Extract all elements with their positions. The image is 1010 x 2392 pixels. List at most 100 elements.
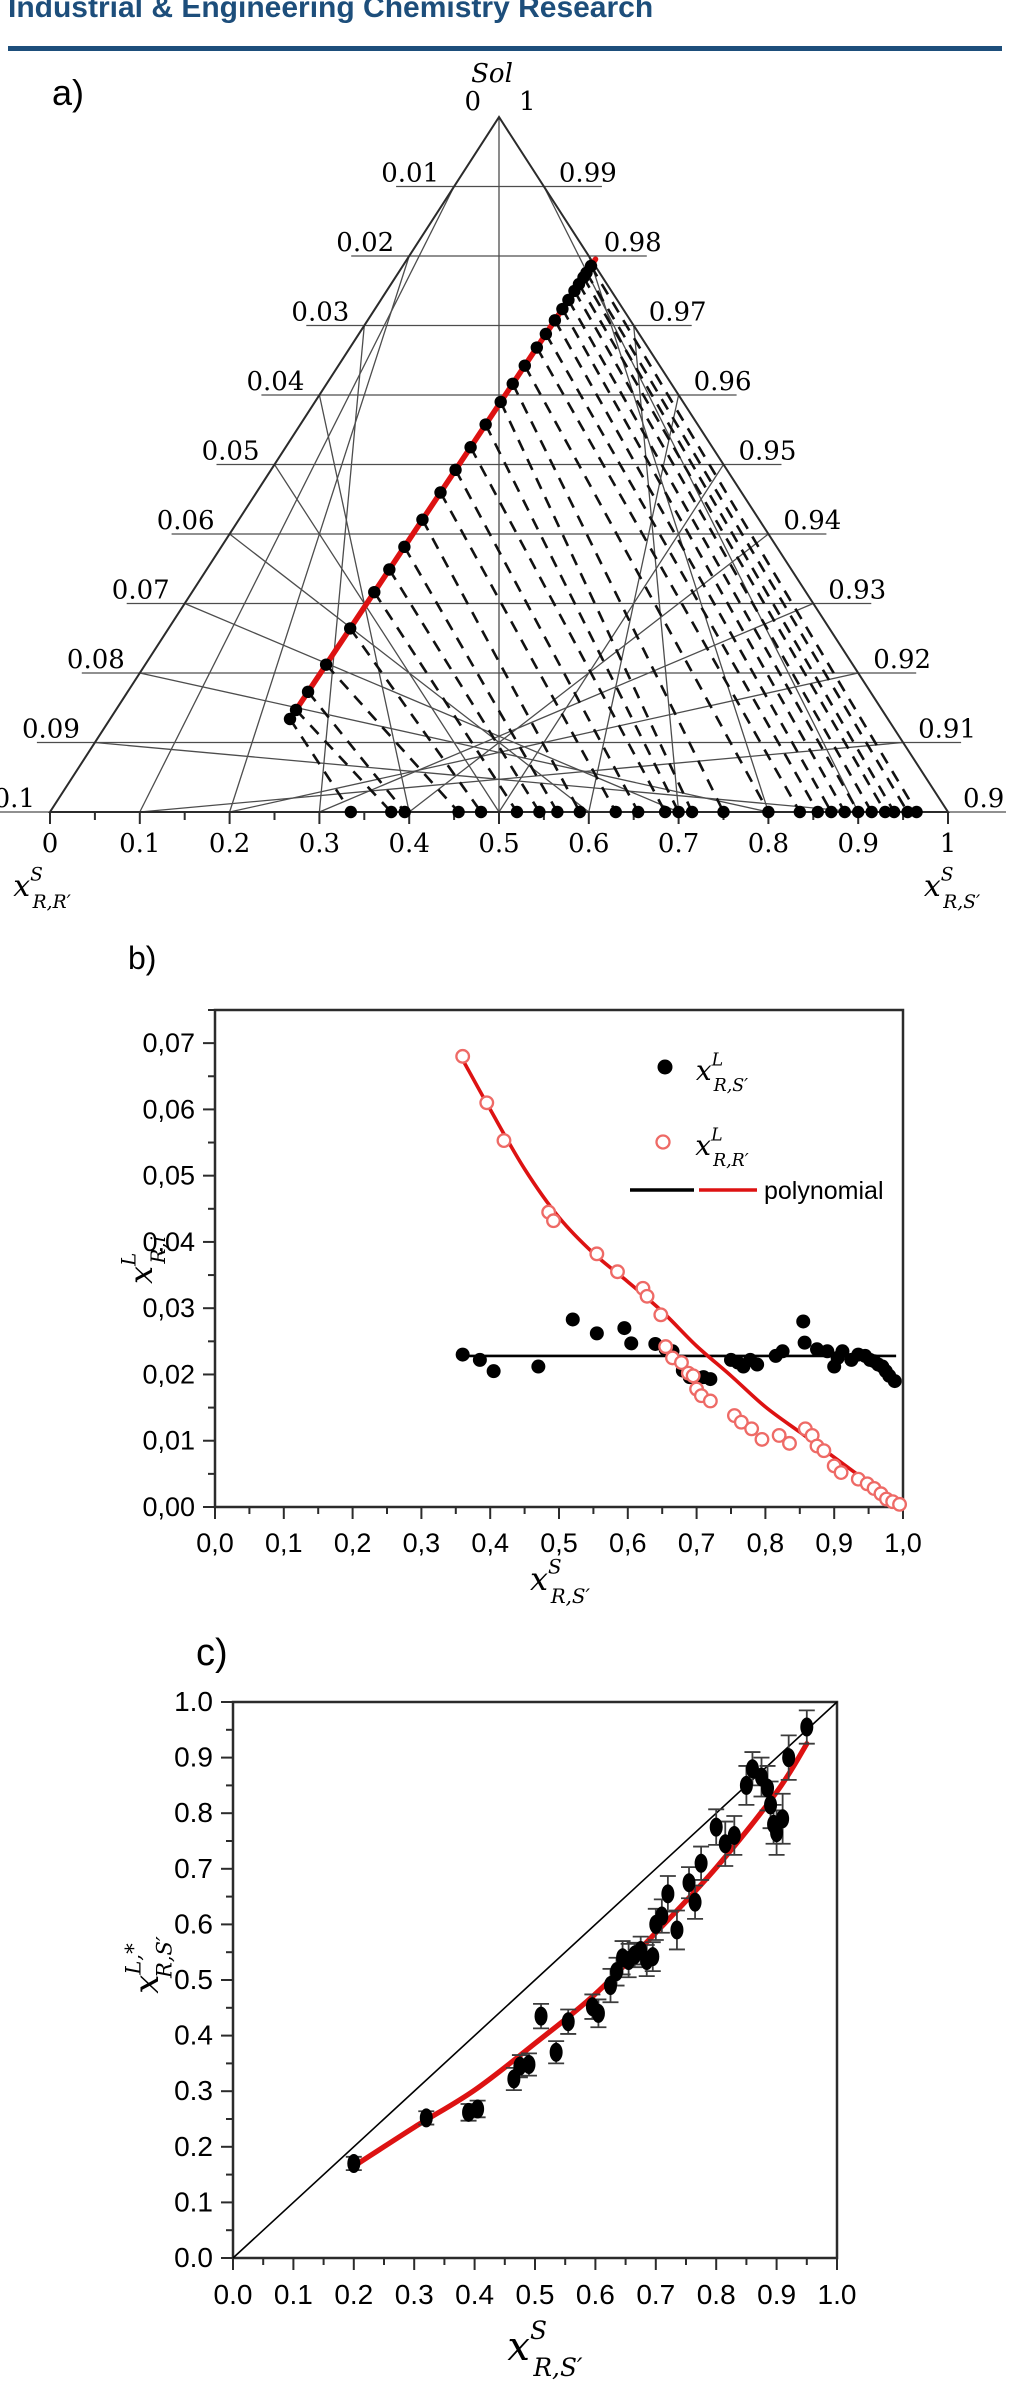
right-axis-tick: 0.98 xyxy=(604,228,662,258)
y-tick-label: 0,01 xyxy=(142,1426,195,1456)
right-axis-corner-tick: 0.9 xyxy=(963,784,1004,814)
x-tick-label: 0,2 xyxy=(334,1528,372,1558)
liquid-composition-point xyxy=(283,712,297,726)
liquid-composition-point xyxy=(344,622,357,635)
y-tick-label: 0.7 xyxy=(174,1853,213,1884)
bottom-axis-tick: 0 xyxy=(42,829,59,859)
liquid-composition-scatter-plot: 0,0 0,1 0,2 0,3 0,4 0,5 0,6 0,7 0,8 0,9 1,0 0,00 0,0… xyxy=(117,1008,922,1608)
solid-composition-point xyxy=(474,805,488,819)
apex-left-tick: 0 xyxy=(464,87,481,117)
right-axis-tick: 0.92 xyxy=(873,645,931,675)
data-point-ellipse xyxy=(604,1976,617,1996)
polynomial-fit-red xyxy=(461,1058,901,1506)
y-tick-label: 0,02 xyxy=(142,1359,195,1389)
x-tick-label: 0.3 xyxy=(395,2279,434,2310)
y-tick-label: 0,06 xyxy=(142,1094,195,1124)
bottom-axis-tick: 0.3 xyxy=(299,829,340,859)
data-point-open xyxy=(639,1288,655,1304)
data-point-filled xyxy=(750,1357,765,1372)
data-point-ellipse xyxy=(534,2006,548,2026)
right-axis-tick: 0.97 xyxy=(649,298,707,328)
liquid-composition-point xyxy=(464,441,477,454)
left-axis-tick: 0.01 xyxy=(381,159,439,189)
data-point-filled xyxy=(703,1372,718,1387)
bottom-axis-tick: 0.6 xyxy=(568,829,609,859)
legend-label-polynomial: polynomial xyxy=(764,1177,884,1205)
panel-label-c: c) xyxy=(196,1632,228,1674)
data-point-filled xyxy=(796,1314,811,1329)
data-point-open xyxy=(685,1368,701,1384)
solid-composition-point xyxy=(717,805,730,819)
data-point-filled xyxy=(835,1344,850,1359)
data-point-open xyxy=(816,1443,832,1459)
liquid-composition-point xyxy=(562,293,575,307)
red-fit-curve xyxy=(351,1741,810,2169)
data-point-filled xyxy=(887,1374,902,1389)
data-point-ellipse xyxy=(471,2099,485,2119)
data-point-ellipse xyxy=(688,1892,702,1912)
y-tick-label: 0.6 xyxy=(174,1908,213,1939)
liquid-composition-point xyxy=(556,302,569,316)
right-axis-tick: 0.96 xyxy=(694,367,752,397)
y-tick-label: 0.4 xyxy=(174,2020,213,2051)
parity-scatter-plot: 0.0 0.1 0.2 0.3 0.4 0.5 0.6 0.7 0.8 0.9 1.0 0.0 0.1 0… xyxy=(120,1686,856,2382)
left-axis-tick: 0.02 xyxy=(336,228,394,258)
right-axis-tick: 0.91 xyxy=(918,715,976,745)
liquid-composition-point xyxy=(518,359,531,372)
data-point-open xyxy=(892,1496,908,1512)
data-point-ellipse xyxy=(670,1920,684,1940)
liquid-composition-point xyxy=(449,463,462,477)
apex-right-tick: 1 xyxy=(519,87,536,117)
solid-composition-point xyxy=(865,805,878,819)
left-axis-tick: 0.07 xyxy=(112,576,170,606)
solid-composition-point xyxy=(762,805,775,819)
solid-composition-point xyxy=(685,805,699,819)
data-point-ellipse xyxy=(561,2012,575,2032)
bottom-axis-tick: 0.4 xyxy=(389,829,430,859)
y-tick-label: 1.0 xyxy=(174,1686,213,1717)
y-tick-label: 0,00 xyxy=(142,1492,195,1522)
x-tick-label: 0.4 xyxy=(455,2279,494,2310)
liquid-composition-point xyxy=(479,418,492,431)
liquid-composition-point xyxy=(398,540,411,554)
y-tick-label: 0,04 xyxy=(142,1227,195,1257)
data-point-ellipse xyxy=(694,1853,708,1873)
x-tick-label: 0.9 xyxy=(757,2279,796,2310)
x-tick-label: 0,1 xyxy=(265,1528,303,1558)
left-axis-corner-tick: 0.1 xyxy=(0,784,35,814)
data-point-open xyxy=(610,1264,625,1280)
x-tick-label: 0,6 xyxy=(609,1528,647,1558)
bottom-left-axis-label: xS R,R′ xyxy=(13,864,71,913)
solid-composition-point xyxy=(631,805,645,819)
data-point-ellipse xyxy=(347,2153,361,2173)
data-point-ellipse xyxy=(655,1906,669,1926)
solid-composition-point xyxy=(510,805,524,819)
data-point-filled xyxy=(565,1312,580,1327)
solid-composition-point xyxy=(452,805,465,819)
right-axis-tick: 0.93 xyxy=(828,576,886,606)
y-tick-label: 0.9 xyxy=(174,1742,213,1773)
right-axis-tick: 0.99 xyxy=(559,159,617,189)
x-tick-label: 0.7 xyxy=(636,2279,675,2310)
solid-composition-point xyxy=(551,805,564,819)
data-point-filled xyxy=(617,1321,632,1336)
bottom-axis-tick: 1 xyxy=(940,829,957,859)
left-axis-tick: 0.06 xyxy=(157,506,215,536)
liquid-composition-point xyxy=(494,395,507,409)
data-point-open xyxy=(833,1465,849,1480)
y-tick-label: 0,05 xyxy=(142,1161,195,1191)
y-tick-label: 0.3 xyxy=(174,2075,213,2106)
solid-composition-point xyxy=(910,805,923,819)
data-point-ellipse xyxy=(727,1825,741,1845)
x-tick-label: 0,3 xyxy=(403,1528,441,1558)
data-point-ellipse xyxy=(661,1884,675,1904)
data-point-open xyxy=(546,1213,561,1229)
y-axis-label: xL,* R,S′ xyxy=(120,1936,176,1994)
liquid-composition-point xyxy=(301,685,315,699)
data-point-ellipse xyxy=(782,1748,796,1768)
data-point-ellipse xyxy=(761,1778,775,1798)
data-point-ellipse xyxy=(739,1775,753,1795)
axis-tick-labels: 0.0 0.1 0.2 0.3 0.4 0.5 0.6 0.7 0.8 0.9 1.0 0.0 0.1 0… xyxy=(174,1686,856,2310)
data-point-open xyxy=(455,1048,471,1064)
